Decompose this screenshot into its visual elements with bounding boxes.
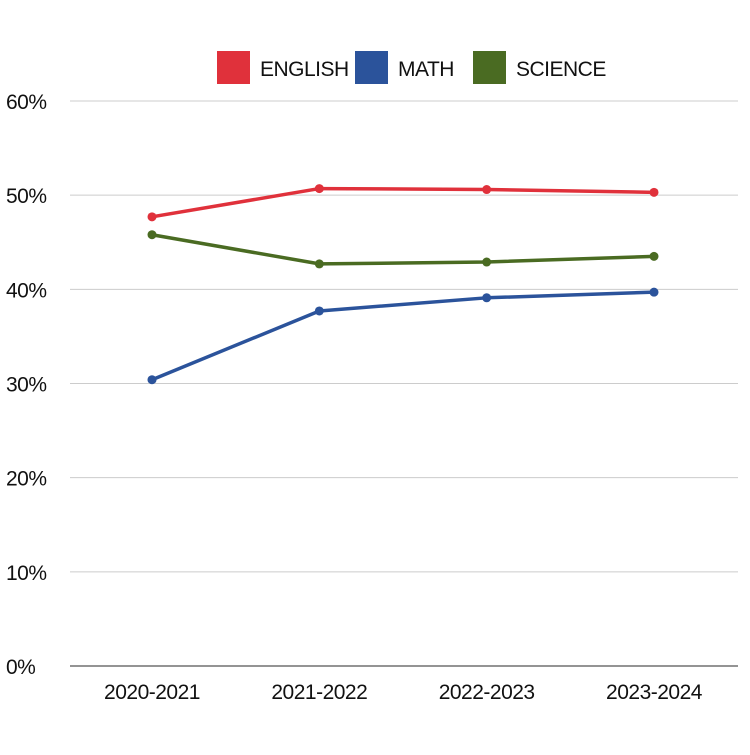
science-data-point	[649, 251, 659, 261]
y-tick-label: 40%	[6, 279, 47, 302]
math-data-point	[147, 375, 157, 385]
legend-label-english: ENGLISH	[260, 58, 349, 81]
y-tick-label: 10%	[6, 562, 47, 585]
y-tick-label: 30%	[6, 374, 47, 397]
science-data-point	[314, 259, 324, 269]
english-series-line	[150, 186, 656, 219]
legend-label-math: MATH	[398, 58, 454, 81]
legend: ENGLISH MATH SCIENCE	[217, 51, 607, 84]
y-tick-label: 50%	[6, 185, 47, 208]
math-data-point	[482, 293, 492, 303]
gridlines	[70, 100, 738, 667]
legend-swatch-math	[355, 51, 388, 84]
x-tick-label: 2020-2021	[104, 681, 200, 704]
y-tick-label: 0%	[6, 656, 35, 679]
english-data-point	[649, 187, 659, 197]
math-series-line	[150, 290, 656, 382]
math-data-point	[649, 287, 659, 297]
legend-swatch-science	[473, 51, 506, 84]
y-axis: 0% 10% 20% 30% 40% 50% 60%	[6, 91, 47, 679]
math-data-point	[314, 306, 324, 316]
legend-label-science: SCIENCE	[516, 58, 606, 81]
y-tick-label: 20%	[6, 468, 47, 491]
legend-swatch-english	[217, 51, 250, 84]
x-axis: 2020-2021 2021-2022 2022-2023 2023-2024	[104, 681, 703, 704]
x-tick-label: 2021-2022	[271, 681, 367, 704]
english-data-point	[147, 212, 157, 222]
legend-item-english: ENGLISH	[217, 51, 349, 84]
english-data-point	[314, 184, 324, 194]
y-tick-label: 60%	[6, 91, 47, 114]
series-lines	[147, 184, 659, 385]
legend-item-math: MATH	[355, 51, 454, 84]
science-series-line	[150, 232, 656, 266]
english-data-point	[482, 185, 492, 195]
x-tick-label: 2022-2023	[439, 681, 535, 704]
science-data-point	[147, 230, 157, 240]
x-tick-label: 2023-2024	[606, 681, 703, 704]
legend-item-science: SCIENCE	[473, 51, 607, 84]
science-data-point	[482, 257, 492, 267]
